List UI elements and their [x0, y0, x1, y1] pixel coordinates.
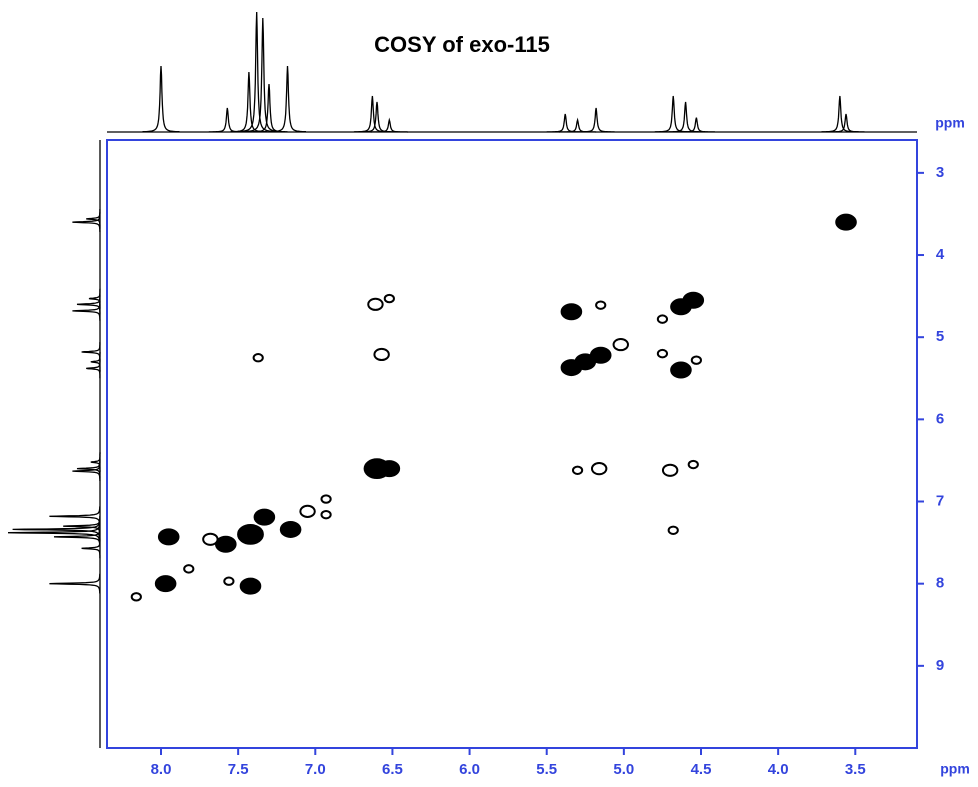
- top-projection-peak: [827, 113, 865, 133]
- left-projection-peak: [72, 461, 101, 481]
- left-projection-peak: [72, 212, 101, 232]
- cross-peak: [378, 460, 401, 478]
- cross-peak: [670, 298, 692, 316]
- left-projection-peak: [63, 516, 101, 537]
- cross-peak: [661, 463, 679, 477]
- top-projection-peak: [250, 83, 288, 133]
- cross-peak: [670, 361, 692, 379]
- x-tick-label: 4.5: [691, 761, 712, 778]
- cross-peak: [383, 293, 395, 304]
- cross-peak: [223, 576, 235, 586]
- y-tick-label: 7: [936, 492, 944, 509]
- cross-peak: [367, 297, 384, 311]
- y-tick-label: 4: [936, 246, 945, 263]
- top-projection-peak: [142, 65, 180, 133]
- cross-peak: [253, 508, 276, 526]
- cross-peak: [252, 353, 264, 363]
- cross-peak: [215, 535, 237, 553]
- top-projection-peak: [244, 17, 282, 133]
- left-projection-peak: [49, 506, 101, 527]
- top-projection-peak: [208, 107, 246, 133]
- cross-peak: [687, 459, 699, 470]
- cross-peak: [590, 462, 608, 476]
- top-projection-peak: [353, 95, 391, 133]
- top-projection-peak: [667, 101, 705, 133]
- x-tick-label: 7.0: [305, 761, 326, 778]
- cross-peak: [320, 494, 332, 504]
- cross-peak: [656, 348, 669, 359]
- x-tick-label: 6.5: [382, 761, 403, 778]
- cross-peak: [571, 465, 584, 475]
- cross-peak: [202, 532, 219, 546]
- x-tick-label: 5.5: [536, 761, 557, 778]
- top-projection-peak: [238, 11, 276, 133]
- top-projection-peak: [577, 107, 615, 133]
- cross-peak: [690, 355, 702, 365]
- cross-peak: [183, 564, 195, 574]
- left-projection-peak: [76, 294, 101, 315]
- plot-frame: [106, 139, 918, 749]
- x-tick-label: 6.0: [459, 761, 480, 778]
- cross-peak: [320, 509, 332, 520]
- y-tick-label: 6: [936, 410, 944, 427]
- cross-peak: [560, 303, 583, 321]
- left-projection-peak: [81, 342, 101, 362]
- y-tick-label: 8: [936, 575, 944, 592]
- cross-peak: [835, 213, 857, 231]
- cross-peak: [130, 592, 142, 602]
- cross-peak: [279, 520, 302, 538]
- cross-peak: [612, 337, 629, 352]
- left-projection-peak: [49, 573, 101, 594]
- top-projection-peak: [358, 101, 396, 133]
- x-tick-label: 4.0: [768, 761, 789, 778]
- x-axis-label: ppm: [940, 761, 970, 777]
- left-projection-peak: [81, 538, 101, 559]
- x-tick-label: 7.5: [228, 761, 249, 778]
- chart-title: COSY of exo-115: [374, 32, 550, 57]
- y-tick-label: 5: [936, 328, 944, 345]
- y-tick-label: 9: [936, 657, 944, 674]
- left-projection-peak: [86, 358, 101, 379]
- cross-peak: [667, 525, 679, 535]
- top-projection-peak: [821, 95, 859, 133]
- x-tick-label: 3.5: [845, 761, 866, 778]
- left-projection-peak: [90, 452, 101, 472]
- top-projection-peak: [559, 117, 597, 133]
- top-projection-peak: [677, 117, 715, 133]
- x-tick-label: 5.0: [613, 761, 634, 778]
- x-tick-label: 8.0: [151, 761, 172, 778]
- cross-peak: [589, 346, 612, 364]
- y-axis-label: ppm: [935, 115, 965, 131]
- cross-peak: [154, 575, 177, 593]
- left-projection-peak: [88, 288, 101, 309]
- left-projection-peak: [76, 458, 101, 479]
- cross-peak: [239, 577, 262, 595]
- cross-peak: [656, 314, 669, 324]
- left-projection-peak: [86, 209, 101, 229]
- cross-peak: [237, 523, 264, 545]
- top-projection-peak: [269, 65, 306, 133]
- top-projection-peak: [546, 113, 584, 133]
- y-tick-label: 3: [936, 164, 944, 181]
- cross-peak: [373, 347, 390, 362]
- cross-peak: [157, 528, 180, 546]
- top-projection-peak: [370, 117, 408, 133]
- cross-peak: [595, 300, 607, 310]
- cross-peak: [299, 504, 316, 518]
